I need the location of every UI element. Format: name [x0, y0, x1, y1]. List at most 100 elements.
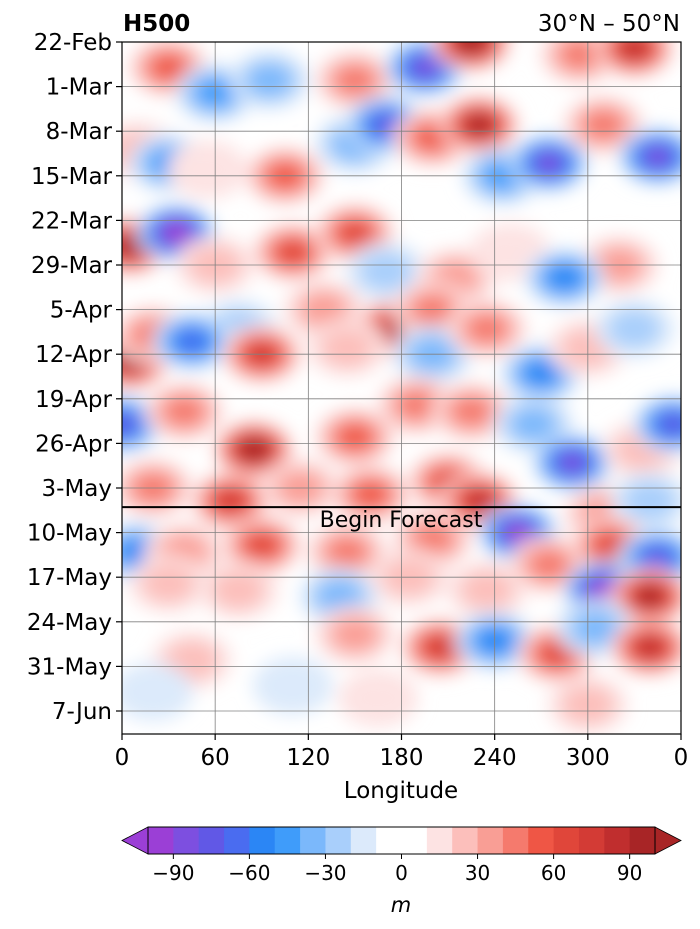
heat-feature: [609, 567, 681, 626]
y-tick-label: 19-Apr: [35, 387, 112, 413]
y-tick-label: 17-May: [27, 565, 112, 591]
heat-contour: [574, 612, 617, 644]
heat-feature: [524, 248, 605, 307]
chart-title-left: H500: [123, 11, 190, 37]
heat-contour: [622, 42, 647, 58]
heat-contour: [542, 643, 571, 665]
heat-contour: [645, 147, 670, 166]
heat-feature: [609, 618, 681, 677]
x-tick-label: 60: [201, 745, 230, 771]
heat-contour: [359, 251, 413, 291]
heat-contour: [318, 581, 360, 612]
heat-contour: [412, 58, 437, 77]
heat-contour: [560, 453, 585, 472]
heat-feature: [532, 433, 613, 492]
heat-contour: [638, 587, 662, 606]
heat-contour: [525, 361, 557, 385]
colorbar-segment: [249, 827, 276, 854]
heat-contour: [467, 491, 492, 510]
heat-contour: [562, 42, 598, 68]
colorbar-tick-label: 0: [395, 861, 408, 885]
heat-feature: [314, 408, 395, 467]
heat-feature: [252, 656, 333, 715]
colorbar-segment: [350, 827, 377, 854]
heat-contour: [122, 662, 194, 721]
y-tick-label: 1-Mar: [46, 75, 113, 101]
heat-contour: [142, 564, 195, 603]
colorbar-segment: [300, 827, 326, 854]
heatmap-field: [122, 42, 681, 734]
y-tick-label: 10-May: [27, 521, 112, 547]
heat-contour: [549, 266, 580, 290]
y-tick-label: 3-May: [42, 476, 112, 502]
colorbar-extend-low: [121, 826, 149, 855]
colorbar-segment: [452, 827, 479, 854]
heat-contour: [178, 330, 206, 352]
heat-contour: [122, 414, 135, 435]
heat-feature: [151, 312, 232, 371]
heat-feature: [128, 554, 209, 613]
heat-contour: [337, 67, 373, 94]
heat-contour: [247, 534, 276, 556]
y-tick-label: 22-Feb: [34, 30, 112, 56]
heat-feature: [307, 522, 388, 581]
heat-feature: [307, 318, 388, 377]
y-tick-label: 15-Mar: [31, 164, 113, 190]
heat-contour: [460, 570, 514, 610]
heat-contour: [339, 425, 371, 449]
heat-contour: [597, 534, 625, 556]
colorbar-extend-high: [654, 826, 682, 855]
forecast-label: Begin Forecast: [320, 508, 483, 533]
heat-feature: [617, 127, 681, 186]
heat-feature: [609, 471, 681, 530]
y-tick-label: 12-Apr: [35, 342, 112, 368]
heat-contour: [373, 115, 399, 135]
colorbar-tick-label: −90: [152, 861, 194, 885]
heat-contour: [469, 315, 505, 342]
heat-contour: [153, 55, 184, 79]
heat-contour: [460, 42, 483, 51]
heat-contour: [248, 64, 291, 96]
colorbar-tick-label: 30: [465, 861, 490, 885]
heat-feature: [408, 452, 489, 511]
heat-contour: [467, 116, 491, 134]
x-tick-label: 120: [286, 745, 330, 771]
heat-contour: [592, 581, 615, 599]
heat-contour: [279, 241, 307, 263]
y-tick-label: 24-May: [27, 610, 112, 636]
colorbar-segment: [274, 827, 301, 854]
x-tick-label: 180: [380, 745, 424, 771]
y-tick-label: 22-Mar: [31, 208, 113, 234]
heat-feature: [330, 465, 411, 524]
colorbar-segment: [502, 827, 529, 854]
heat-contour: [586, 111, 621, 138]
forecast-marker: Begin Forecast: [122, 506, 681, 533]
y-tick-label: 5-Apr: [50, 298, 113, 324]
heat-contour: [355, 482, 386, 506]
colorbar-segment: [173, 827, 200, 854]
colorbar-segment: [148, 827, 174, 854]
heat-feature: [144, 382, 225, 441]
colorbar-segment: [224, 827, 250, 854]
heat-contour: [637, 638, 662, 657]
y-tick-label: 7-Jun: [52, 699, 112, 725]
x-tick-label: 240: [473, 745, 517, 771]
colorbar-segment: [426, 827, 453, 854]
y-tick-label: 29-Mar: [31, 253, 113, 279]
heat-contour: [320, 328, 374, 368]
heat-feature: [252, 223, 333, 282]
heat-contour: [334, 619, 376, 650]
heat-feature: [136, 204, 217, 263]
heat-feature: [167, 140, 248, 199]
colorbar-label: m: [391, 893, 411, 917]
y-tick-label: 31-May: [27, 654, 112, 680]
heat-feature: [446, 560, 527, 619]
heat-feature: [633, 395, 681, 454]
heat-feature: [122, 459, 194, 517]
y-tick-label: 26-Apr: [35, 431, 112, 457]
heat-contour: [122, 237, 142, 255]
heat-feature: [198, 560, 279, 619]
x-axis-label: Longitude: [344, 778, 458, 804]
heat-contour: [623, 481, 677, 521]
